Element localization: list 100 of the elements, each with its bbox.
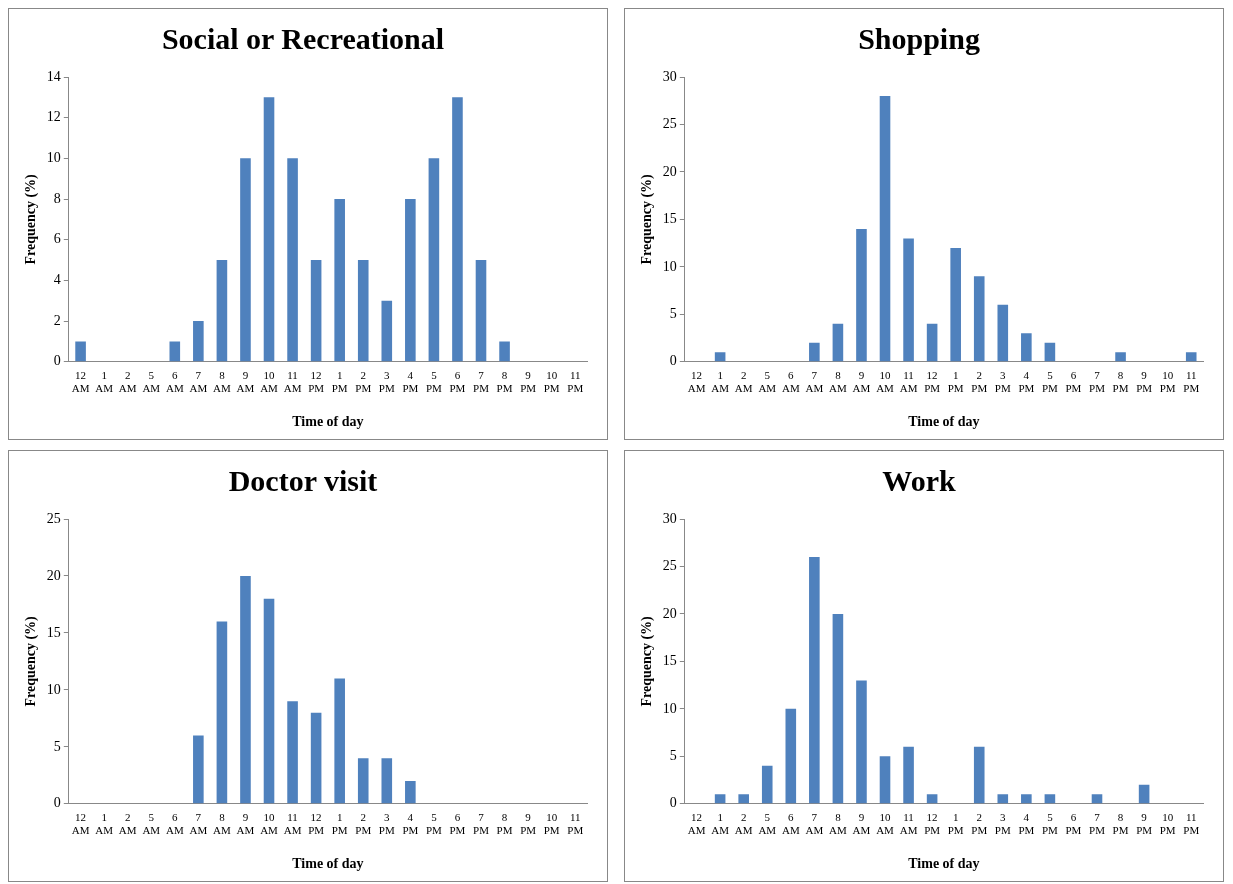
x-tick-label: 9 PM xyxy=(1136,369,1153,395)
x-tick-label: 9 AM xyxy=(852,811,871,837)
bar xyxy=(475,260,487,362)
x-tick-label: 4 PM xyxy=(1018,369,1035,395)
x-tick-label: 6 PM xyxy=(1065,811,1082,837)
x-tick-label: 3 PM xyxy=(994,369,1011,395)
x-tick-label: 11 AM xyxy=(899,811,918,837)
bar xyxy=(216,260,228,362)
bar xyxy=(832,613,844,804)
bar xyxy=(950,247,961,362)
x-tick-label: 4 PM xyxy=(1018,811,1035,837)
y-tick-label: 30 xyxy=(662,510,677,526)
bar xyxy=(287,158,298,362)
bar xyxy=(452,97,463,362)
x-tick-label: 2 PM xyxy=(971,369,988,395)
y-tick-label: 20 xyxy=(662,163,677,179)
bar xyxy=(1138,784,1150,804)
bar xyxy=(357,260,369,362)
x-tick-label: 3 PM xyxy=(994,811,1011,837)
bar xyxy=(973,276,985,362)
bar xyxy=(1115,352,1126,362)
x-tick-label: 1 PM xyxy=(331,811,348,837)
x-tick-label: 7 AM xyxy=(189,811,208,837)
y-tick-label: 5 xyxy=(53,738,61,754)
x-tick-label: 6 AM xyxy=(165,369,184,395)
y-tick-label: 20 xyxy=(46,567,61,583)
bar xyxy=(856,680,867,804)
bar xyxy=(714,352,726,362)
x-tick-label: 3 PM xyxy=(378,369,395,395)
bar xyxy=(926,323,938,362)
x-tick-label: 2 PM xyxy=(971,811,988,837)
x-tick-label: 11 AM xyxy=(283,369,302,395)
x-tick-label: 9 PM xyxy=(1136,811,1153,837)
x-tick-label: 8 AM xyxy=(829,369,847,395)
x-tick-label: 7 AM xyxy=(805,369,824,395)
x-tick-label: 7 PM xyxy=(1089,369,1106,395)
x-tick-label: 7 PM xyxy=(473,811,490,837)
bar xyxy=(856,228,867,362)
bar xyxy=(334,199,345,362)
bar xyxy=(903,746,914,804)
bar xyxy=(973,746,985,804)
x-tick-label: 11 PM xyxy=(567,811,584,837)
y-axis-title: Frequency (%) xyxy=(639,615,656,707)
bar xyxy=(240,158,251,362)
x-tick-label: 5 PM xyxy=(1041,811,1059,837)
x-tick-label: 7 PM xyxy=(473,369,490,395)
x-tick-label: 10 AM xyxy=(260,369,279,395)
y-tick-label: 6 xyxy=(53,231,61,247)
bar xyxy=(879,756,891,804)
x-tick-label: 8 PM xyxy=(1112,369,1129,395)
y-tick-label: 25 xyxy=(46,510,61,526)
bar xyxy=(761,765,773,804)
bar xyxy=(1044,342,1056,362)
x-tick-label: 6 PM xyxy=(449,369,466,395)
x-tick-label: 10 PM xyxy=(1159,811,1176,837)
x-tick-label: 8 PM xyxy=(496,369,513,395)
x-tick-label: 12 AM xyxy=(71,369,90,395)
bar xyxy=(785,708,797,804)
x-tick-label: 1 PM xyxy=(947,811,964,837)
bar xyxy=(334,678,345,804)
x-tick-label: 10 PM xyxy=(543,369,560,395)
x-tick-label: 9 PM xyxy=(520,369,537,395)
bar xyxy=(809,342,820,362)
chart-title: Work xyxy=(882,463,956,497)
x-axis-title: Time of day xyxy=(292,856,364,872)
x-tick-label: 1 AM xyxy=(711,369,730,395)
y-tick-label: 5 xyxy=(669,748,677,764)
x-tick-label: 12 AM xyxy=(687,369,706,395)
bar xyxy=(879,95,891,362)
y-tick-label: 30 xyxy=(662,68,677,84)
x-tick-label: 8 PM xyxy=(1112,811,1129,837)
x-tick-label: 10 PM xyxy=(543,811,560,837)
bar xyxy=(1021,333,1032,362)
x-tick-label: 7 AM xyxy=(805,811,824,837)
x-tick-label: 2 PM xyxy=(355,811,372,837)
x-tick-label: 1 PM xyxy=(947,369,964,395)
x-tick-label: 8 PM xyxy=(496,811,513,837)
x-tick-label: 9 PM xyxy=(520,811,537,837)
y-tick-label: 15 xyxy=(46,624,61,640)
bar xyxy=(714,794,726,804)
x-tick-label: 4 PM xyxy=(402,811,419,837)
y-axis-title: Frequency (%) xyxy=(23,615,40,707)
x-tick-label: 5 PM xyxy=(1041,369,1059,395)
x-tick-label: 6 AM xyxy=(781,811,800,837)
x-axis-title: Time of day xyxy=(908,414,980,430)
x-axis-title: Time of day xyxy=(292,414,364,430)
y-tick-label: 10 xyxy=(46,681,61,697)
chart-title: Social or Recreational xyxy=(161,21,445,55)
x-tick-label: 7 AM xyxy=(189,369,208,395)
bar xyxy=(405,781,416,804)
x-tick-label: 9 AM xyxy=(236,369,255,395)
bar xyxy=(381,758,393,804)
x-tick-label: 7 PM xyxy=(1089,811,1106,837)
x-tick-label: 6 PM xyxy=(1065,369,1082,395)
bar xyxy=(357,758,369,804)
x-tick-label: 3 PM xyxy=(378,811,395,837)
bar xyxy=(738,794,749,804)
bar xyxy=(997,304,1009,362)
x-tick-label: 11 AM xyxy=(283,811,302,837)
x-tick-label: 12 PM xyxy=(308,369,325,395)
